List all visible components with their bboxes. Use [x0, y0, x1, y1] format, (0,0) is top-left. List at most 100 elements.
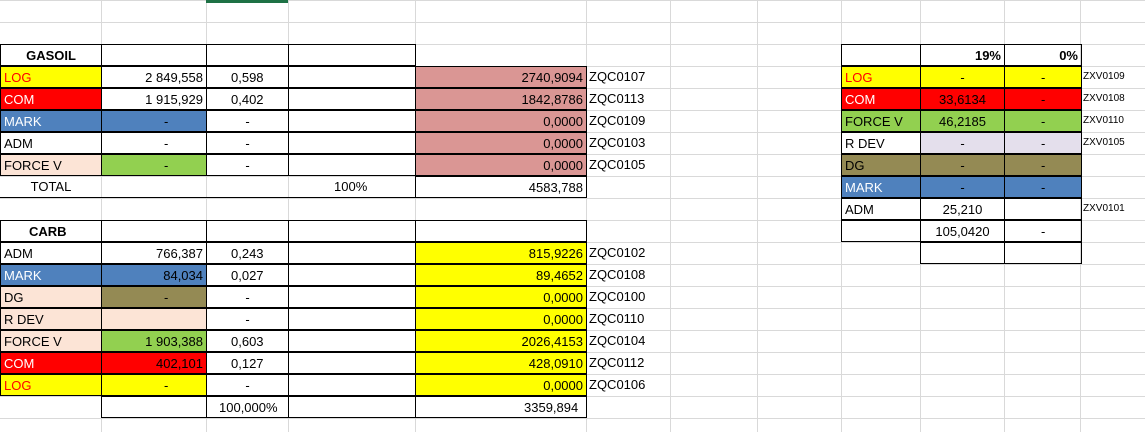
right-v2[interactable]: - [1004, 110, 1082, 132]
gasoil-total-cell[interactable] [101, 176, 207, 198]
carb-label[interactable]: ADM [0, 242, 102, 264]
right-total-cell[interactable] [841, 220, 921, 242]
carb-value[interactable]: 0,0000 [415, 308, 587, 330]
carb-label[interactable]: R DEV [0, 308, 102, 330]
gasoil-ratio[interactable]: - [206, 132, 289, 154]
right-header-pct1[interactable]: 19% [920, 44, 1005, 66]
carb-qty[interactable]: 1 903,388 [101, 330, 207, 352]
carb-cell[interactable] [288, 308, 416, 330]
carb-total-value[interactable]: 3359,894 [415, 396, 587, 418]
carb-ratio[interactable]: 0,243 [206, 242, 289, 264]
carb-qty[interactable]: - [101, 286, 207, 308]
carb-code[interactable]: ZQC0110 [589, 311, 645, 326]
gasoil-value[interactable]: 0,0000 [415, 154, 587, 176]
right-label[interactable]: FORCE V [841, 110, 921, 132]
carb-header-cell[interactable] [101, 220, 207, 242]
right-header-pct2[interactable]: 0% [1004, 44, 1082, 66]
gasoil-code[interactable]: ZQC0103 [589, 135, 646, 150]
carb-code[interactable]: ZQC0108 [589, 267, 646, 282]
right-v1[interactable]: - [920, 154, 1005, 176]
carb-cell[interactable] [288, 242, 416, 264]
right-label[interactable]: MARK [841, 176, 921, 198]
carb-cell[interactable] [288, 264, 416, 286]
carb-header-cell[interactable] [288, 220, 416, 242]
gasoil-label[interactable]: COM [0, 88, 102, 110]
carb-cell[interactable] [288, 330, 416, 352]
carb-label[interactable]: COM [0, 352, 102, 374]
carb-qty[interactable]: - [101, 374, 207, 396]
right-label[interactable]: COM [841, 88, 921, 110]
carb-value[interactable]: 428,0910 [415, 352, 587, 374]
gasoil-label[interactable]: ADM [0, 132, 102, 154]
gasoil-value[interactable]: 2740,9094 [415, 66, 587, 88]
carb-value[interactable]: 0,0000 [415, 374, 587, 396]
right-label[interactable]: LOG [841, 66, 921, 88]
right-code[interactable]: ZXV0109 [1083, 71, 1125, 82]
right-code[interactable]: ZXV0110 [1083, 115, 1124, 126]
gasoil-cell[interactable] [288, 132, 416, 154]
right-v1[interactable]: 33,6134 [920, 88, 1005, 110]
carb-total-cell[interactable] [101, 396, 207, 418]
gasoil-code[interactable]: ZQC0107 [589, 69, 646, 84]
right-label[interactable]: R DEV [841, 132, 921, 154]
right-total-v2[interactable]: - [1004, 220, 1082, 242]
gasoil-label[interactable]: FORCE V [0, 154, 102, 176]
carb-header-cell[interactable] [206, 220, 289, 242]
right-header-cell[interactable] [841, 44, 921, 66]
carb-ratio[interactable]: 0,127 [206, 352, 289, 374]
gasoil-header-cell[interactable] [288, 44, 416, 66]
carb-cell[interactable] [288, 374, 416, 396]
carb-ratio[interactable]: - [206, 374, 289, 396]
gasoil-total-pct[interactable]: 100% [288, 176, 416, 198]
right-v1[interactable]: - [920, 66, 1005, 88]
gasoil-ratio[interactable]: - [206, 154, 289, 176]
right-v1[interactable]: - [920, 132, 1005, 154]
gasoil-cell[interactable] [288, 66, 416, 88]
gasoil-value[interactable]: 1842,8786 [415, 88, 587, 110]
right-v2[interactable] [1004, 198, 1082, 220]
carb-value[interactable]: 2026,4153 [415, 330, 587, 352]
carb-code[interactable]: ZQC0100 [589, 289, 646, 304]
carb-qty[interactable]: 402,101 [101, 352, 207, 374]
gasoil-ratio[interactable]: 0,598 [206, 66, 289, 88]
gasoil-ratio[interactable]: - [206, 110, 289, 132]
gasoil-label[interactable]: MARK [0, 110, 102, 132]
carb-ratio[interactable]: 0,027 [206, 264, 289, 286]
right-v2[interactable]: - [1004, 88, 1082, 110]
right-v1[interactable]: 25,210 [920, 198, 1005, 220]
carb-qty[interactable]: 84,034 [101, 264, 207, 286]
carb-ratio[interactable]: - [206, 286, 289, 308]
right-total-v1[interactable]: 105,0420 [920, 220, 1005, 242]
gasoil-code[interactable]: ZQC0109 [589, 113, 646, 128]
gasoil-total-label[interactable]: TOTAL [0, 176, 102, 198]
carb-code[interactable]: ZQC0106 [589, 377, 646, 392]
gasoil-ratio[interactable]: 0,402 [206, 88, 289, 110]
carb-ratio[interactable]: - [206, 308, 289, 330]
gasoil-total-value[interactable]: 4583,788 [415, 176, 587, 198]
gasoil-qty[interactable]: 1 915,929 [101, 88, 207, 110]
gasoil-label[interactable]: LOG [0, 66, 102, 88]
gasoil-code[interactable]: ZQC0105 [589, 157, 646, 172]
gasoil-qty[interactable]: - [101, 132, 207, 154]
gasoil-qty[interactable]: 2 849,558 [101, 66, 207, 88]
carb-qty[interactable]: 766,387 [101, 242, 207, 264]
carb-cell[interactable] [288, 352, 416, 374]
right-v2[interactable]: - [1004, 66, 1082, 88]
right-label[interactable]: DG [841, 154, 921, 176]
carb-label[interactable]: FORCE V [0, 330, 102, 352]
carb-total-cell[interactable] [288, 396, 416, 418]
gasoil-value[interactable]: 0,0000 [415, 110, 587, 132]
gasoil-cell[interactable] [288, 110, 416, 132]
right-label[interactable]: ADM [841, 198, 921, 220]
right-v2[interactable]: - [1004, 132, 1082, 154]
carb-cell[interactable] [288, 286, 416, 308]
right-empty-cell[interactable] [1004, 242, 1082, 264]
carb-total-pct[interactable]: 100,000% [206, 396, 289, 418]
carb-code[interactable]: ZQC0102 [589, 245, 646, 260]
right-code[interactable]: ZXV0105 [1083, 137, 1125, 148]
gasoil-title[interactable]: GASOIL [0, 44, 102, 66]
carb-value[interactable]: 815,9226 [415, 242, 587, 264]
gasoil-header-cell[interactable] [206, 44, 289, 66]
gasoil-cell[interactable] [288, 154, 416, 176]
right-empty-cell[interactable] [920, 242, 1005, 264]
